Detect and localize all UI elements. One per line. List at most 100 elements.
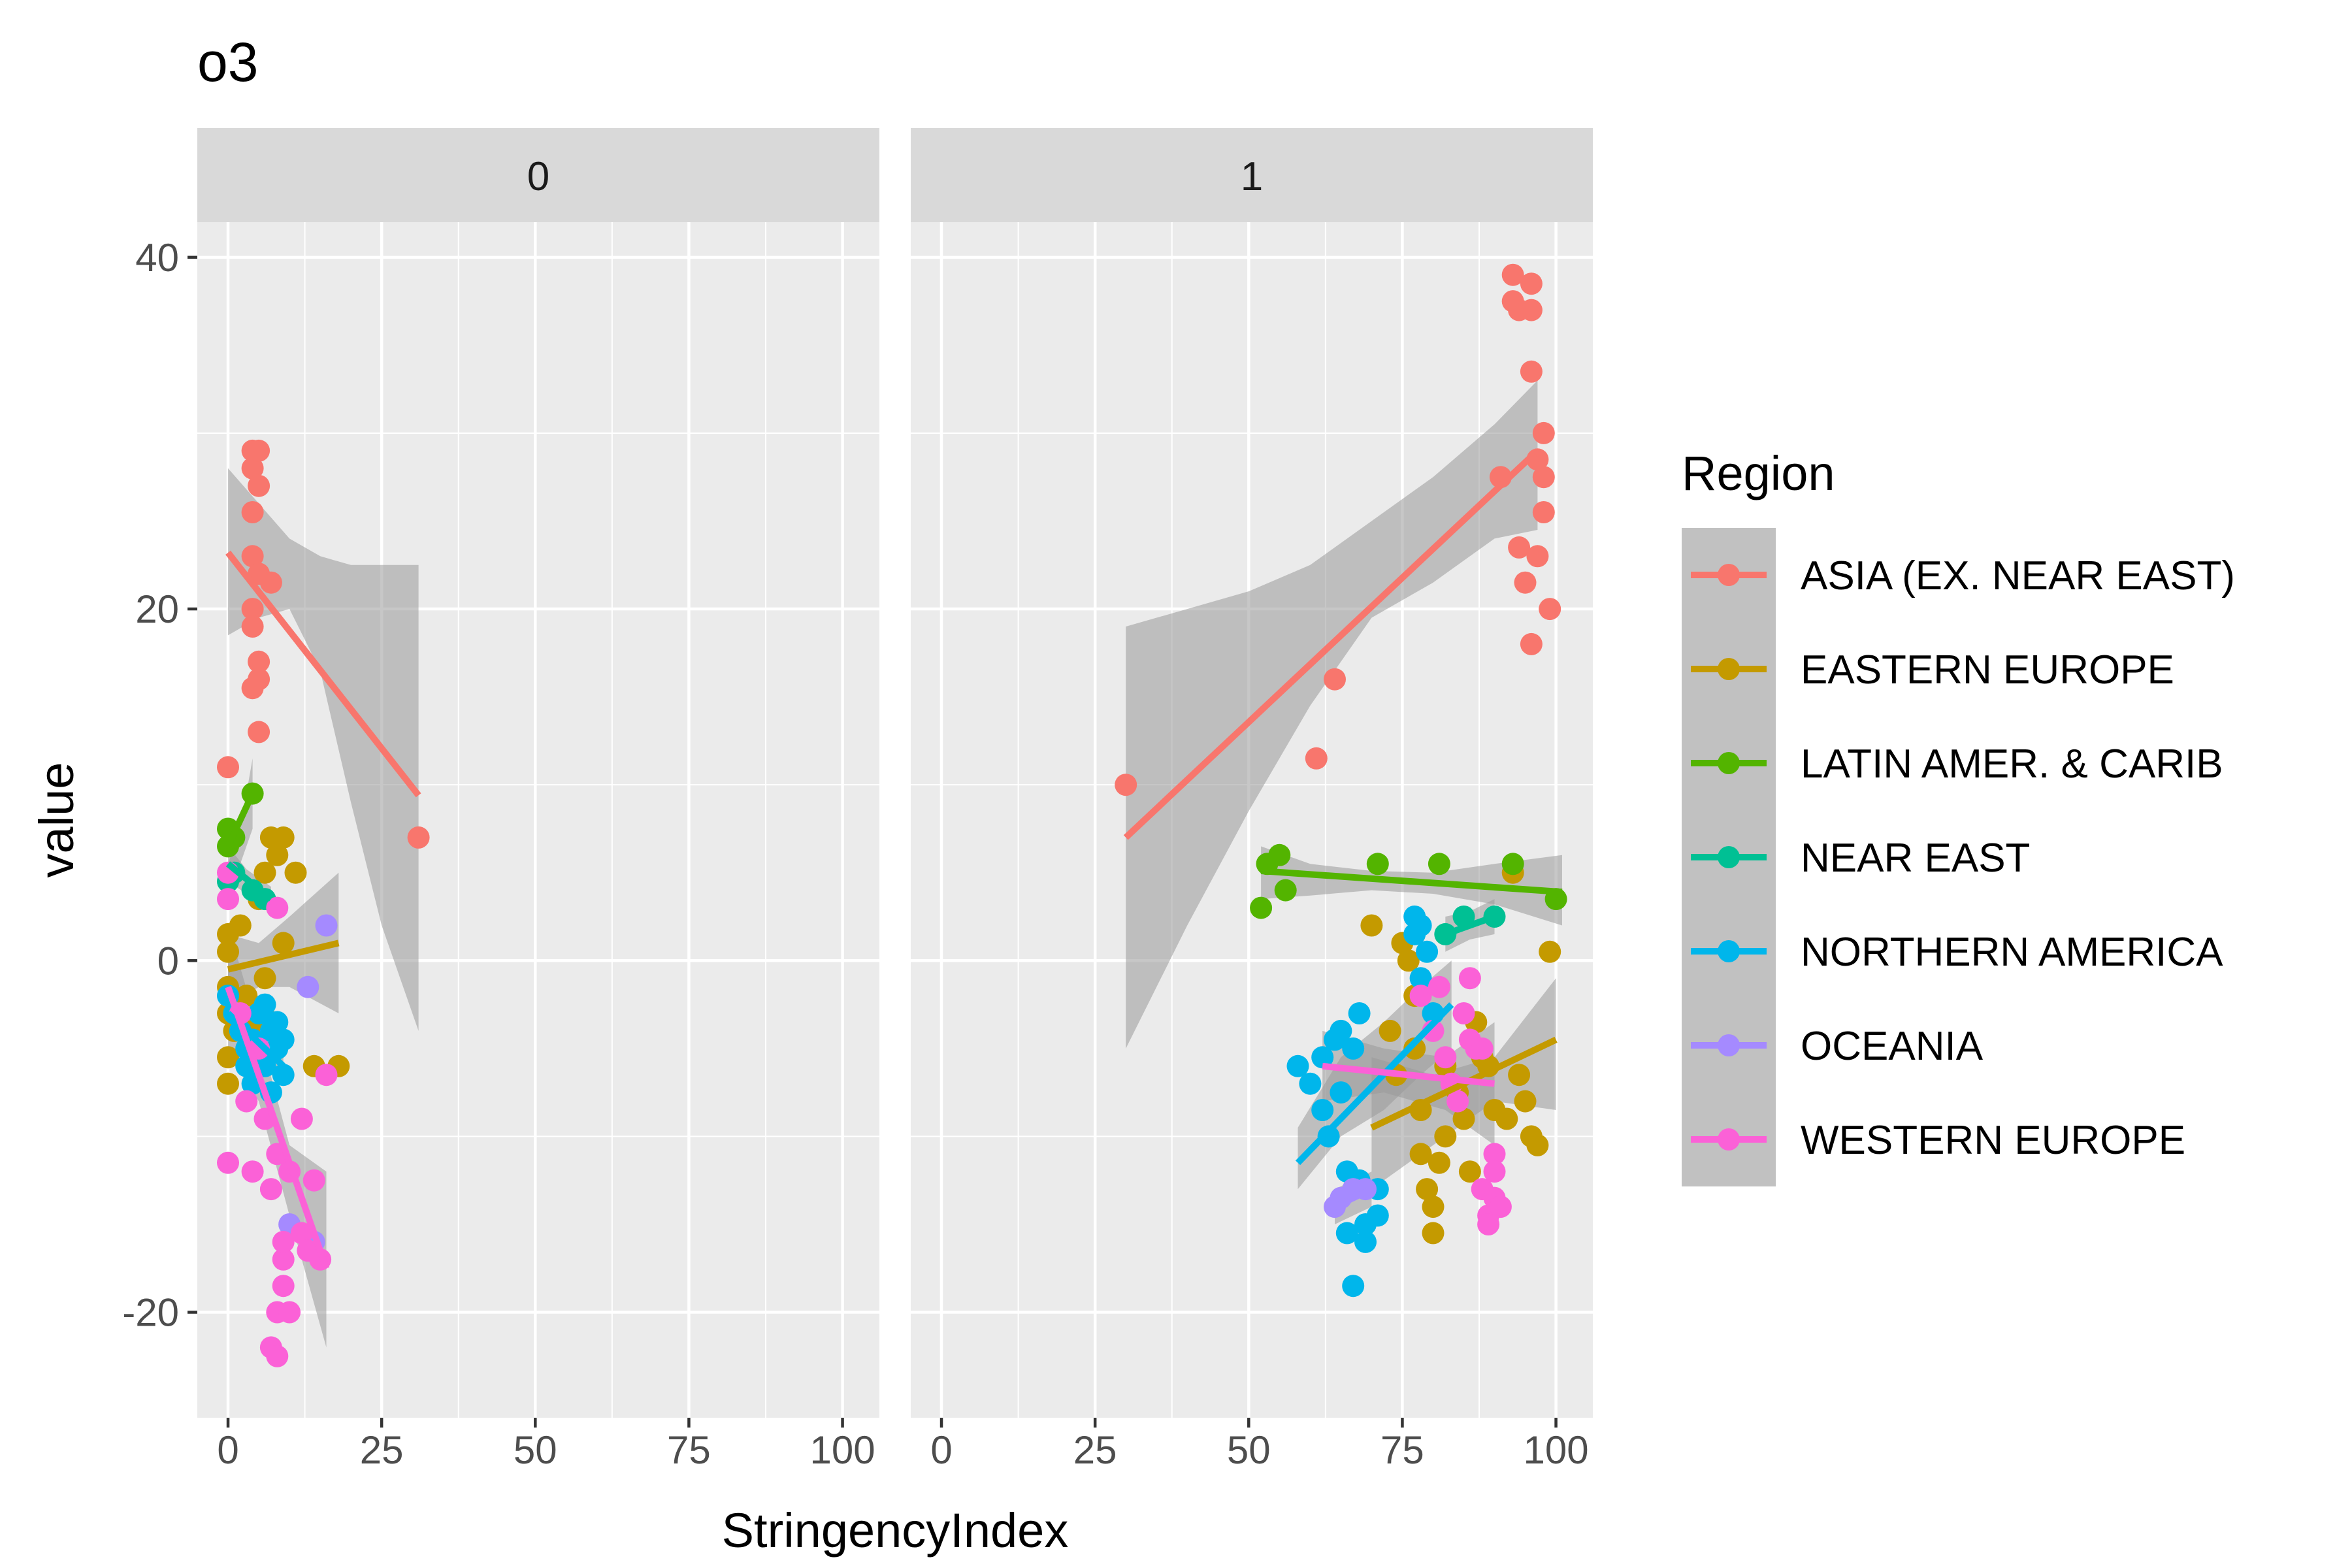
- data-point: [290, 1222, 313, 1245]
- data-point: [1268, 843, 1291, 866]
- data-point: [1311, 1046, 1334, 1069]
- x-axis-title: StringencyIndex: [722, 1503, 1069, 1558]
- legend-key-point: [1718, 1034, 1740, 1056]
- data-point: [1539, 598, 1561, 621]
- legend-label: NEAR EAST: [1801, 836, 2030, 881]
- x-tick-label: 0: [217, 1428, 238, 1472]
- legend-key-point: [1718, 564, 1740, 586]
- data-point: [1483, 1160, 1506, 1183]
- legend-label: EASTERN EUROPE: [1801, 647, 2174, 693]
- data-point: [253, 993, 276, 1016]
- fit-line: [1444, 913, 1496, 938]
- data-point: [217, 940, 239, 963]
- data-point: [272, 1064, 295, 1086]
- data-point: [407, 826, 430, 849]
- data-point: [253, 861, 276, 884]
- fit-line: [1260, 868, 1563, 896]
- data-point: [259, 571, 282, 594]
- data-point: [1299, 1072, 1322, 1095]
- data-point: [1409, 967, 1432, 990]
- panel-1: 1: [911, 128, 1593, 1418]
- legend-title: Region: [1682, 446, 1835, 500]
- data-point: [1458, 1160, 1481, 1183]
- data-point: [315, 1064, 338, 1086]
- data-point: [1409, 1143, 1432, 1166]
- data-points: [1115, 263, 1567, 1298]
- data-point: [1416, 1178, 1439, 1201]
- data-point: [1501, 263, 1524, 286]
- data-point: [1305, 747, 1328, 770]
- data-point: [1250, 896, 1273, 919]
- data-point: [1379, 1019, 1401, 1042]
- data-point: [297, 975, 319, 998]
- legend: Region ASIA (EX. NEAR EAST) EASTERN EUROP…: [1682, 446, 2235, 1186]
- data-point: [1428, 853, 1450, 875]
- data-point: [290, 1107, 313, 1130]
- data-point: [272, 1275, 295, 1298]
- data-point: [266, 896, 289, 919]
- data-point: [1317, 1125, 1340, 1148]
- data-point: [1526, 1134, 1549, 1156]
- data-point: [1452, 1107, 1475, 1130]
- data-point: [1428, 975, 1450, 998]
- data-point: [217, 756, 239, 779]
- data-point: [1489, 1196, 1512, 1218]
- x-tick-label: 50: [1227, 1428, 1271, 1472]
- data-point: [1452, 1002, 1475, 1024]
- fit-line: [1295, 1002, 1454, 1166]
- legend-label: WESTERN EUROPE: [1801, 1118, 2185, 1163]
- data-point: [1520, 272, 1543, 295]
- data-point: [272, 1230, 295, 1253]
- data-point: [272, 1248, 295, 1271]
- legend-label: LATIN AMER. & CARIB: [1801, 742, 2223, 787]
- legend-key-point: [1718, 846, 1740, 868]
- data-point: [1354, 1230, 1377, 1253]
- data-point: [1366, 1204, 1389, 1227]
- data-point: [1532, 466, 1555, 489]
- legend-label: NORTHERN AMERICA: [1801, 930, 2223, 975]
- x-axis-panel-0: 0 25 50 75 100: [217, 1418, 875, 1472]
- data-point: [259, 1178, 282, 1201]
- y-tick-label: -20: [122, 1291, 179, 1335]
- data-point: [1520, 299, 1543, 321]
- panel-0: 0: [197, 128, 879, 1418]
- data-point: [278, 1301, 301, 1324]
- data-point: [217, 1046, 239, 1069]
- data-point: [1495, 1107, 1518, 1130]
- data-point: [229, 914, 252, 937]
- data-point: [1434, 1125, 1457, 1148]
- legend-key-point: [1718, 752, 1740, 774]
- legend-key-point: [1718, 658, 1740, 680]
- data-point: [241, 457, 264, 480]
- data-point: [241, 615, 264, 638]
- data-point: [248, 439, 270, 462]
- x-tick-label: 0: [930, 1428, 952, 1472]
- data-point: [1403, 1037, 1426, 1060]
- data-point: [1434, 1046, 1457, 1069]
- data-point: [1330, 1019, 1352, 1042]
- fit-line: [1123, 448, 1540, 840]
- x-tick-label: 25: [360, 1428, 404, 1472]
- legend-key-point: [1718, 940, 1740, 962]
- data-point: [1348, 1002, 1371, 1024]
- data-point: [241, 501, 264, 523]
- data-point: [248, 721, 270, 743]
- x-axis-panel-1: 0 25 50 75 100: [930, 1418, 1589, 1472]
- fit-line: [225, 792, 256, 848]
- data-point: [1428, 1151, 1450, 1174]
- data-point: [284, 861, 307, 884]
- data-point: [1416, 940, 1439, 963]
- data-point: [1409, 985, 1432, 1007]
- data-point: [302, 1169, 325, 1192]
- data-point: [241, 1160, 264, 1183]
- fit-line: [225, 861, 274, 902]
- x-tick-label: 75: [1380, 1428, 1424, 1472]
- data-point: [1397, 949, 1420, 972]
- fit-line: [225, 986, 330, 1269]
- data-point: [1477, 1213, 1500, 1235]
- data-point: [1422, 1196, 1445, 1218]
- y-tick-label: 20: [135, 587, 179, 631]
- data-point: [1532, 501, 1555, 523]
- data-point: [266, 1345, 289, 1367]
